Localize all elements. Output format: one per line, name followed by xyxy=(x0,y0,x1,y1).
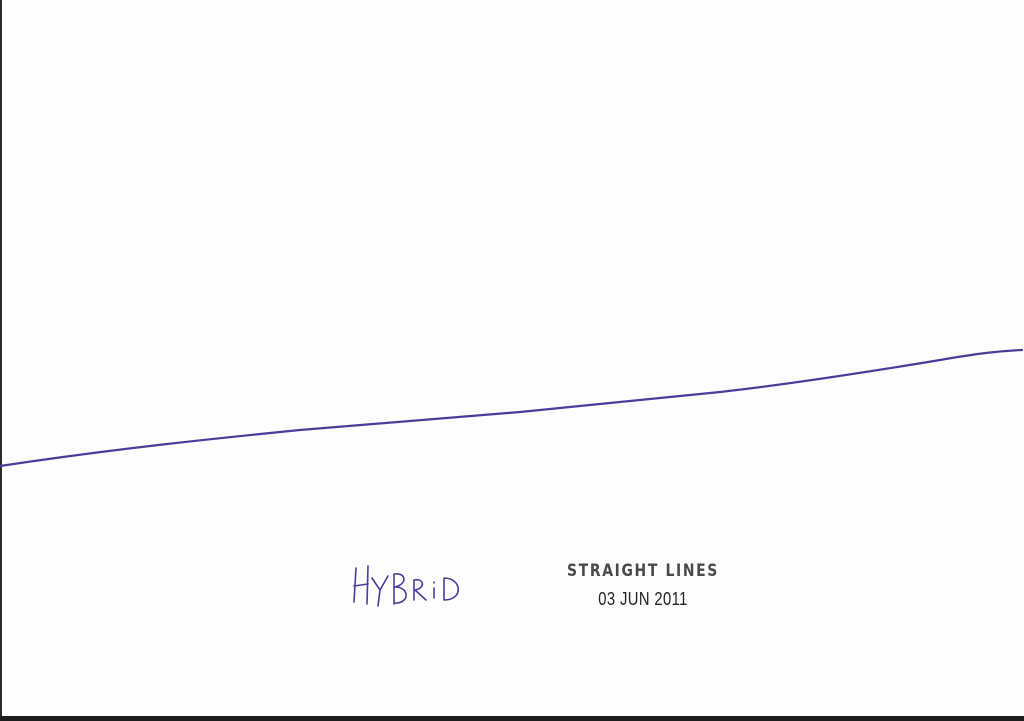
rubber-stamp: STRAIGHT LINES 03 JUN 2011 xyxy=(548,560,738,612)
stamp-date: 03 JUN 2011 xyxy=(598,589,688,609)
handwritten-label-drawing xyxy=(353,565,460,607)
sheet-left-edge xyxy=(0,0,2,721)
stamp-title: STRAIGHT LINES xyxy=(566,561,719,581)
ink-stroke xyxy=(0,348,1024,468)
handwritten-label xyxy=(350,560,480,612)
sheet-bottom-edge xyxy=(0,716,1024,721)
